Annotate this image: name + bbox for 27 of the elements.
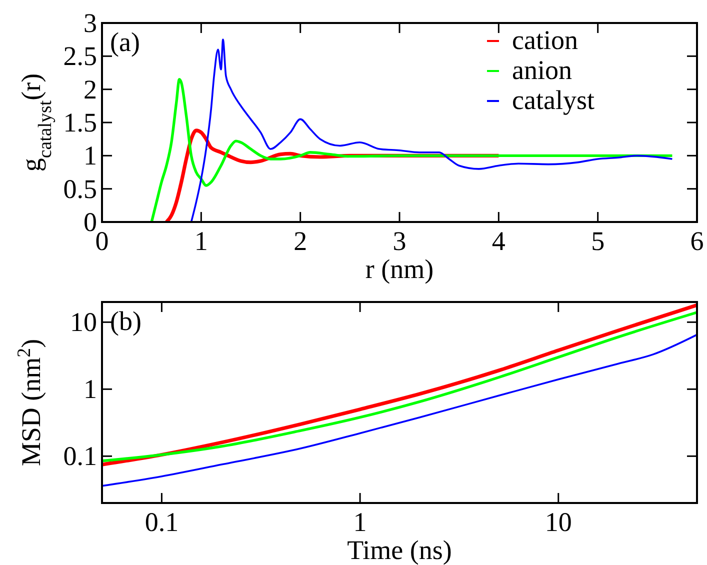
legend-label: anion: [512, 55, 572, 85]
y-tick-label: 1: [84, 374, 97, 404]
x-tick-label: 3: [392, 226, 406, 256]
x-axis-title: r (nm): [365, 254, 434, 284]
x-tick-label: 0.1: [144, 507, 179, 537]
x-tick-label: 10: [544, 507, 572, 537]
y-tick-label: 2: [84, 74, 97, 104]
y-tick-label: 1.5: [63, 108, 97, 138]
legend-label: cation: [512, 25, 578, 55]
x-tick-label: 6: [690, 226, 704, 256]
x-tick-label: 2: [294, 226, 308, 256]
x-tick-label: 1: [194, 226, 208, 256]
annotation: (b): [110, 306, 142, 336]
annotation: (a): [110, 27, 140, 57]
y-tick-label: 2.5: [63, 41, 97, 72]
x-tick-label: 1: [353, 507, 367, 537]
y-tick-label: 0: [84, 207, 97, 237]
x-axis-title: Time (ns): [347, 535, 452, 565]
x-tick-label: 4: [492, 226, 506, 256]
x-tick-label: 5: [591, 226, 605, 256]
y-tick-label: 10: [70, 307, 97, 338]
y-tick-label: 0.5: [63, 174, 97, 204]
line-series: [150, 78, 674, 222]
y-tick-label: 3: [84, 8, 97, 38]
y-tick-label: 1: [84, 140, 97, 171]
legend-label: catalyst: [512, 85, 595, 115]
y-tick-label: 0.1: [63, 441, 97, 472]
